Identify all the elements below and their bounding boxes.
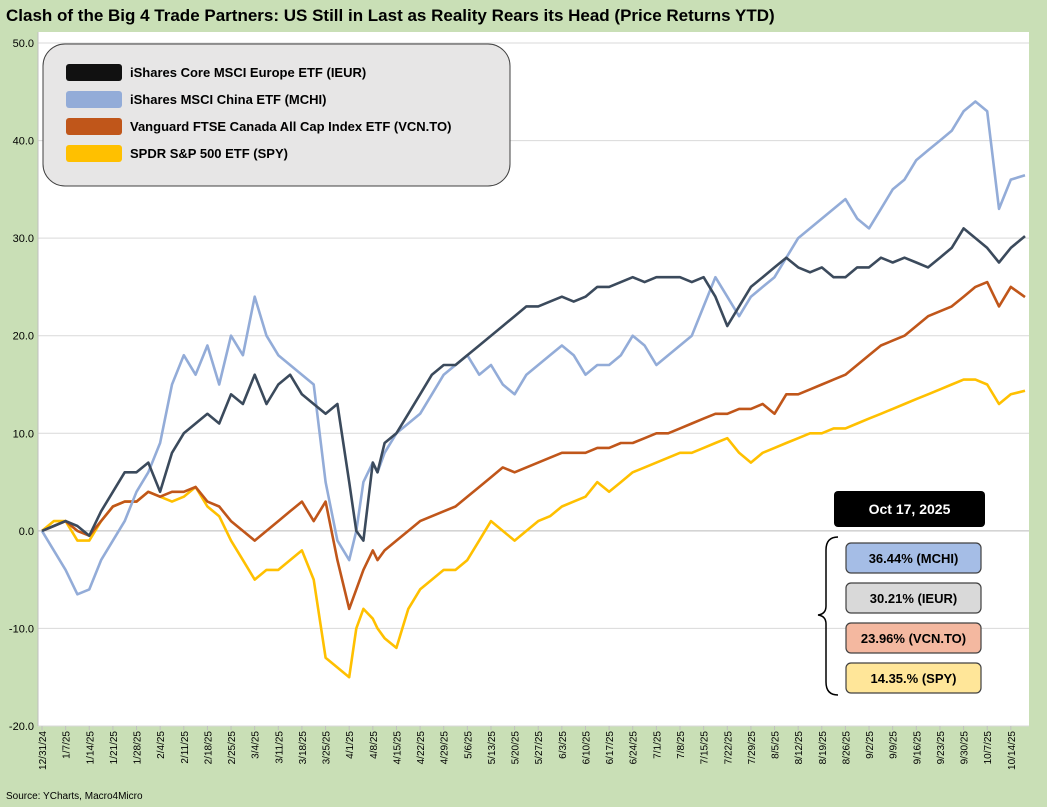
y-axis-tick-labels: 50.0 40.0 30.0 20.0 10.0 0.0 -10.0 -20.0 bbox=[9, 38, 34, 733]
legend-label: SPDR S&P 500 ETF (SPY) bbox=[130, 146, 288, 161]
x-tick-label: 8/12/25 bbox=[794, 731, 805, 765]
end-value-label: 23.96% (VCN.TO) bbox=[861, 631, 966, 646]
end-value-box bbox=[845, 622, 982, 654]
x-tick-label: 2/25/25 bbox=[227, 731, 238, 765]
x-tick-label: 2/4/25 bbox=[156, 731, 167, 759]
x-tick-label: 5/27/25 bbox=[534, 731, 545, 765]
x-tick-label: 9/2/25 bbox=[865, 731, 876, 759]
legend-swatch bbox=[66, 91, 122, 108]
legend-swatch bbox=[66, 145, 122, 162]
x-tick-label: 1/14/25 bbox=[85, 731, 96, 765]
x-tick-label: 10/7/25 bbox=[983, 731, 994, 765]
y-tick-label: 10.0 bbox=[13, 428, 34, 440]
series-line-2 bbox=[41, 280, 1026, 611]
end-values-panel: Oct 17, 2025 36.44% (MCHI) 30.21% (IEUR) 23… bbox=[817, 491, 985, 696]
x-tick-label: 12/31/24 bbox=[38, 731, 49, 770]
legend-label: iShares Core MSCI Europe ETF (IEUR) bbox=[130, 65, 366, 80]
y-tick-label: 30.0 bbox=[13, 233, 34, 245]
end-value-label: 36.44% (MCHI) bbox=[869, 551, 959, 566]
y-tick-label: -10.0 bbox=[9, 623, 34, 635]
x-tick-label: 4/29/25 bbox=[440, 731, 451, 765]
x-tick-label: 9/30/25 bbox=[960, 731, 971, 765]
x-tick-label: 1/7/25 bbox=[62, 731, 73, 759]
x-tick-label: 10/14/25 bbox=[1007, 731, 1018, 770]
x-tick-label: 3/18/25 bbox=[298, 731, 309, 765]
end-value-box bbox=[845, 582, 982, 614]
x-tick-label: 4/1/25 bbox=[345, 731, 356, 759]
x-tick-label: 8/5/25 bbox=[771, 731, 782, 759]
x-tick-label: 9/9/25 bbox=[889, 731, 900, 759]
x-tick-label: 5/6/25 bbox=[463, 731, 474, 759]
x-tick-label: 8/26/25 bbox=[841, 731, 852, 765]
x-tick-label: 7/29/25 bbox=[747, 731, 758, 765]
x-tick-label: 4/15/25 bbox=[392, 731, 403, 765]
x-tick-label: 6/10/25 bbox=[581, 731, 592, 765]
x-tick-label: 9/16/25 bbox=[912, 731, 923, 765]
end-value-box bbox=[845, 662, 982, 694]
source-note: Source: YCharts, Macro4Micro bbox=[6, 791, 143, 802]
x-tick-label: 7/15/25 bbox=[700, 731, 711, 765]
x-tick-label: 2/11/25 bbox=[180, 731, 191, 764]
x-tick-label: 5/20/25 bbox=[511, 731, 522, 765]
x-tick-label: 6/17/25 bbox=[605, 731, 616, 765]
series-lines bbox=[40, 100, 1026, 679]
end-values-brace bbox=[817, 536, 839, 696]
y-tick-label: 20.0 bbox=[13, 331, 34, 343]
x-tick-label: 7/1/25 bbox=[652, 731, 663, 759]
x-tick-label: 4/8/25 bbox=[369, 731, 380, 759]
x-tick-label: 3/11/25 bbox=[274, 731, 285, 764]
x-tick-label: 6/3/25 bbox=[558, 731, 569, 759]
legend-label: Vanguard FTSE Canada All Cap Index ETF (… bbox=[130, 119, 451, 134]
end-value-box bbox=[845, 542, 982, 574]
y-tick-label: -20.0 bbox=[9, 721, 34, 733]
series-line-0 bbox=[41, 227, 1026, 542]
x-tick-label: 8/19/25 bbox=[818, 731, 829, 765]
legend-swatch bbox=[66, 118, 122, 135]
x-tick-label: 7/22/25 bbox=[723, 731, 734, 765]
end-date-label: Oct 17, 2025 bbox=[869, 501, 951, 517]
end-value-label: 30.21% (IEUR) bbox=[870, 591, 957, 606]
x-tick-label: 9/23/25 bbox=[936, 731, 947, 765]
y-tick-label: 40.0 bbox=[13, 136, 34, 148]
end-date-badge bbox=[834, 491, 985, 527]
x-tick-label: 4/22/25 bbox=[416, 731, 427, 765]
x-tick-label: 3/4/25 bbox=[251, 731, 262, 759]
x-tick-label: 5/13/25 bbox=[487, 731, 498, 765]
x-tick-label: 2/18/25 bbox=[203, 731, 214, 765]
chart-title: Clash of the Big 4 Trade Partners: US St… bbox=[6, 6, 775, 25]
legend-box bbox=[42, 43, 511, 187]
x-axis-tick-labels: 12/31/24 1/7/25 1/14/25 1/21/25 1/28/25 2/4/2… bbox=[38, 726, 1018, 770]
x-tick-label: 1/28/25 bbox=[133, 731, 144, 765]
x-tick-label: 1/21/25 bbox=[109, 731, 120, 765]
legend: iShares Core MSCI Europe ETF (IEUR) iShar… bbox=[42, 43, 511, 187]
x-tick-label: 6/24/25 bbox=[629, 731, 640, 765]
y-tick-label: 50.0 bbox=[13, 38, 34, 50]
y-tick-label: 0.0 bbox=[19, 526, 34, 538]
legend-swatch bbox=[66, 64, 122, 81]
legend-label: iShares MSCI China ETF (MCHI) bbox=[130, 92, 326, 107]
end-value-label: 14.35.% (SPY) bbox=[871, 671, 957, 686]
series-line-3 bbox=[41, 378, 1026, 679]
x-tick-label: 7/8/25 bbox=[676, 731, 687, 759]
grid-lines bbox=[37, 32, 1029, 727]
x-tick-label: 3/25/25 bbox=[322, 731, 333, 765]
series-line-1 bbox=[40, 100, 1026, 596]
